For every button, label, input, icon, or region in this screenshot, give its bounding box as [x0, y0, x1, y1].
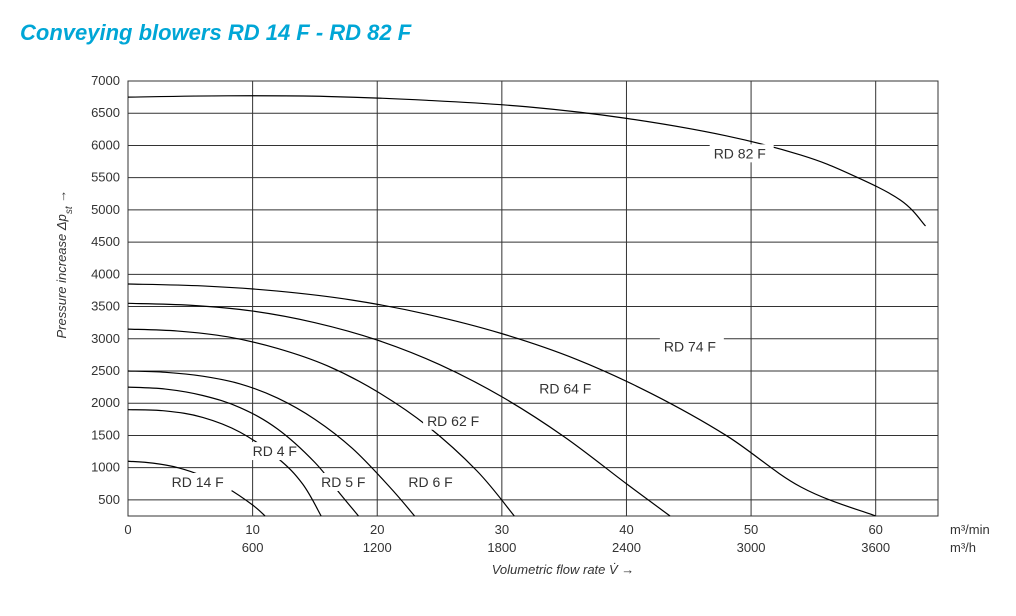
- performance-chart: 5001000150020002500300035004000450050005…: [20, 56, 996, 596]
- svg-text:2000: 2000: [91, 395, 120, 410]
- svg-text:RD 64 F: RD 64 F: [539, 381, 591, 397]
- svg-text:600: 600: [242, 540, 264, 555]
- svg-text:3500: 3500: [91, 299, 120, 314]
- svg-text:RD 14 F: RD 14 F: [172, 474, 224, 490]
- svg-text:m³/h: m³/h: [950, 540, 976, 555]
- svg-text:m³/min: m³/min: [950, 522, 990, 537]
- svg-text:4000: 4000: [91, 266, 120, 281]
- svg-text:60: 60: [868, 522, 882, 537]
- svg-text:RD 62 F: RD 62 F: [427, 413, 479, 429]
- page-title: Conveying blowers RD 14 F - RD 82 F: [20, 20, 996, 46]
- svg-text:3000: 3000: [737, 540, 766, 555]
- svg-text:6000: 6000: [91, 137, 120, 152]
- svg-text:6500: 6500: [91, 105, 120, 120]
- svg-text:RD 74 F: RD 74 F: [664, 339, 716, 355]
- svg-text:RD 5 F: RD 5 F: [321, 474, 365, 490]
- svg-text:4500: 4500: [91, 234, 120, 249]
- svg-text:500: 500: [98, 492, 120, 507]
- svg-text:RD 4 F: RD 4 F: [253, 443, 297, 459]
- svg-text:1800: 1800: [487, 540, 516, 555]
- svg-text:RD 6 F: RD 6 F: [408, 474, 452, 490]
- svg-text:1500: 1500: [91, 427, 120, 442]
- svg-text:0: 0: [124, 522, 131, 537]
- svg-text:7000: 7000: [91, 73, 120, 88]
- svg-text:30: 30: [495, 522, 509, 537]
- svg-text:1000: 1000: [91, 460, 120, 475]
- svg-text:50: 50: [744, 522, 758, 537]
- svg-text:20: 20: [370, 522, 384, 537]
- svg-text:RD 82 F: RD 82 F: [714, 145, 766, 161]
- svg-text:5000: 5000: [91, 202, 120, 217]
- svg-text:Volumetric flow rate V̇ →: Volumetric flow rate V̇ →: [492, 562, 635, 577]
- svg-text:2400: 2400: [612, 540, 641, 555]
- svg-text:40: 40: [619, 522, 633, 537]
- svg-text:3000: 3000: [91, 331, 120, 346]
- svg-text:10: 10: [245, 522, 259, 537]
- svg-text:3600: 3600: [861, 540, 890, 555]
- svg-text:2500: 2500: [91, 363, 120, 378]
- svg-text:5500: 5500: [91, 170, 120, 185]
- svg-text:1200: 1200: [363, 540, 392, 555]
- svg-text:Pressure increase Δpst →: Pressure increase Δpst →: [54, 190, 75, 339]
